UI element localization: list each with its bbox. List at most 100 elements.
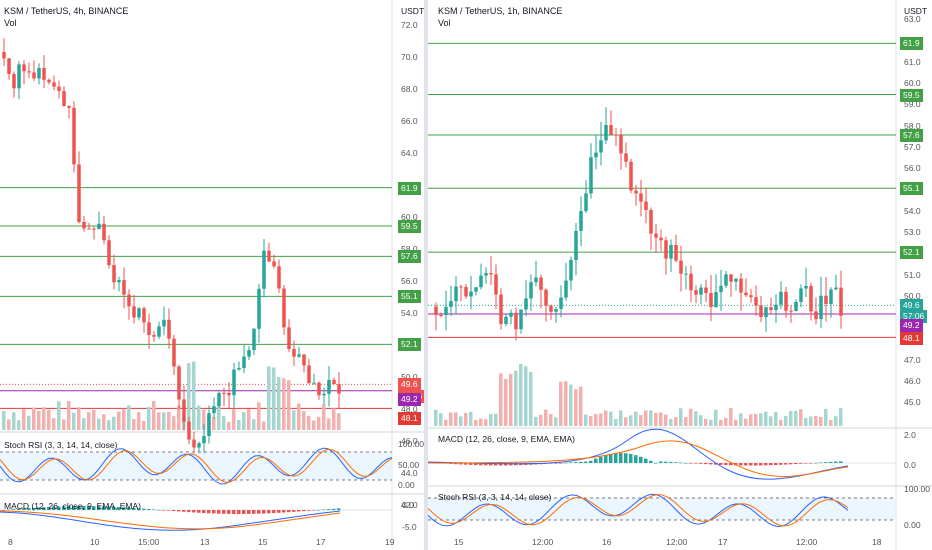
candle-body [574,230,578,261]
volume-bar [549,414,553,426]
candle-body [257,288,261,329]
macd-histogram-bar [297,510,301,512]
candle-body [337,384,341,394]
macd-histogram-bar [569,462,573,464]
macd-histogram-bar [317,509,321,511]
volume-bar [434,409,438,426]
candle-body [87,228,91,230]
macd-histogram-bar [559,463,563,464]
macd-histogram-bar [327,509,331,510]
macd-histogram-bar [312,510,316,511]
candle-body [569,260,573,281]
candle-body [634,190,638,194]
price-axis-label: 58.0 [401,244,418,254]
macd-label[interactable]: MACD (12, 26, close, 9, EMA, EMA) [4,501,141,511]
macd-histogram-bar [247,510,251,514]
candle-body [454,286,458,302]
candle-body [604,124,608,141]
time-axis-label: 17 [718,537,728,547]
volume-bar [217,406,221,430]
time-axis-label: 13 [200,537,210,547]
candle-body [654,233,658,238]
volume-bar [292,410,296,430]
volume-bar [2,411,6,430]
chart-canvas-4h[interactable] [0,0,424,550]
time-axis-label: 8 [8,537,13,547]
volume-bar [459,416,463,426]
candle-body [72,107,76,165]
volume-bar [574,389,578,426]
volume-bar [47,409,51,430]
price-axis-label: 59.0 [904,99,921,110]
stoch-rsi-label[interactable]: Stoch RSI (3, 3, 14, 14, close) [438,492,552,502]
candle-body [744,292,748,296]
time-axis-label: 15 [258,537,268,547]
macd-histogram-bar [679,462,683,464]
candle-body [609,124,613,135]
macd-label[interactable]: MACD (12, 26, close, 9, EMA, EMA) [438,434,575,444]
macd-histogram-bar [37,507,41,510]
volume-bar [469,411,473,426]
candle-body [724,274,728,286]
macd-histogram-bar [222,510,226,514]
volume-bar [509,373,513,426]
candle-body [112,265,116,283]
macd-histogram-bar [599,456,603,463]
macd-histogram-bar [57,506,61,510]
volume-bar [489,414,493,426]
volume-bar [644,410,648,426]
macd-histogram-bar [614,453,618,463]
symbol-title[interactable]: KSM / TetherUS, 1h, BINANCE [438,6,563,16]
volume-bar [564,381,568,426]
macd-histogram-bar [172,510,176,512]
candle-body [464,287,468,297]
volume-bar [579,386,583,426]
candle-body [187,421,191,440]
chart-canvas-1h[interactable] [428,0,932,550]
candle-body [639,193,643,202]
volume-bar [444,419,448,426]
macd-histogram-bar [834,461,838,463]
volume-bar [227,421,231,430]
candle-body [102,223,106,241]
candle-body [152,335,156,337]
candle-body [719,285,723,293]
chart-panel-1h[interactable]: KSM / TetherUS, 1h, BINANCE Vol USDT 63.… [428,0,932,550]
volume-bar [774,412,778,426]
macd-histogram-bar [604,455,608,463]
volume-bar [102,414,106,430]
candle-body [237,367,241,370]
chart-panel-4h[interactable]: KSM / TetherUS, 4h, BINANCE Vol USDT 72.… [0,0,426,550]
macd-histogram-bar [719,463,723,465]
candle-body [97,223,101,230]
volume-bar [494,413,498,426]
candle-body [479,275,483,288]
stoch-k-line [0,447,393,485]
volume-bar [724,417,728,426]
macd-histogram-bar [97,506,101,510]
candle-body [27,71,31,73]
candle-body [42,68,46,80]
macd-histogram-bar [779,463,783,465]
time-axis-label: 12:00 [666,537,688,547]
macd-histogram-bar [192,510,196,513]
candle-body [674,245,678,261]
macd-histogram-bar [187,510,191,513]
volume-bar [504,378,508,426]
macd-histogram-bar [584,461,588,463]
volume-bar [237,420,241,430]
macd-histogram-bar [624,453,628,463]
macd-axis-label: 0.0 [904,460,916,470]
panel-divider[interactable] [424,0,428,550]
volume-bar [529,371,533,426]
symbol-title[interactable]: KSM / TetherUS, 4h, BINANCE [4,6,129,16]
macd-histogram-bar [589,460,593,463]
macd-histogram-bar [7,509,11,511]
currency-unit: USDT [904,6,928,16]
candle-body [694,290,698,295]
price-axis-label: 61.0 [904,56,921,67]
stoch-rsi-label[interactable]: Stoch RSI (3, 3, 14, 14, close) [4,440,118,450]
macd-histogram-bar [47,506,51,510]
candle-body [699,287,703,295]
volume-bar [152,400,156,430]
